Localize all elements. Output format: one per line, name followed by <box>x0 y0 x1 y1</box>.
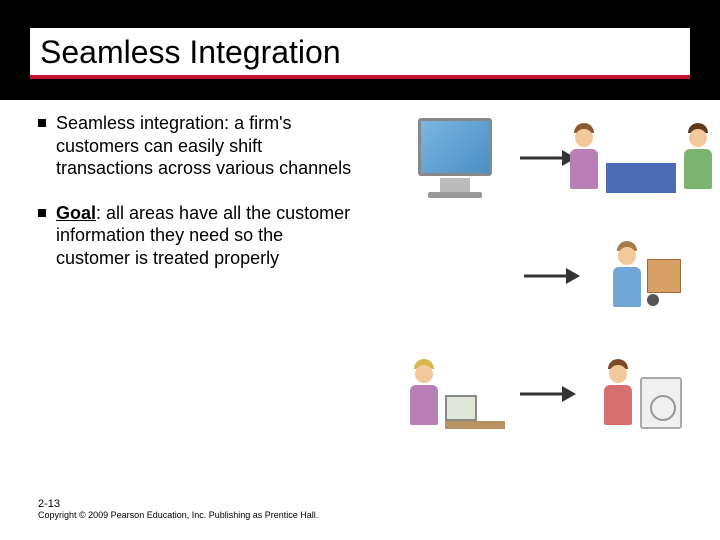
illustration-row <box>400 344 700 444</box>
bullet-text: Seamless integration: a firm's customers… <box>56 112 358 180</box>
bullet-list: Seamless integration: a firm's customers… <box>38 112 358 291</box>
slide-title: Seamless Integration <box>40 34 680 71</box>
page-number: 2-13 <box>38 498 318 510</box>
bullet-text: Goal: all areas have all the customer in… <box>56 202 358 270</box>
arrow-right-icon <box>518 379 578 409</box>
delivery-person-icon <box>590 229 700 324</box>
illustration-row <box>400 226 700 326</box>
computer-monitor-icon <box>400 111 510 206</box>
header-band: Seamless Integration <box>0 0 720 100</box>
illustration-panel <box>400 108 700 478</box>
arrow-right-icon <box>522 261 582 291</box>
copyright-text: Copyright © 2009 Pearson Education, Inc.… <box>38 510 318 520</box>
slide-footer: 2-13 Copyright © 2009 Pearson Education,… <box>38 498 318 520</box>
bullet-marker-icon <box>38 209 46 217</box>
title-bar: Seamless Integration <box>30 28 690 79</box>
bullet-item: Goal: all areas have all the customer in… <box>38 202 358 270</box>
illustration-row <box>400 108 700 208</box>
store-clerk-icon <box>586 111 696 206</box>
person-at-desk-icon <box>400 347 510 442</box>
bullet-item: Seamless integration: a firm's customers… <box>38 112 358 180</box>
appliance-install-icon <box>586 347 696 442</box>
bullet-marker-icon <box>38 119 46 127</box>
